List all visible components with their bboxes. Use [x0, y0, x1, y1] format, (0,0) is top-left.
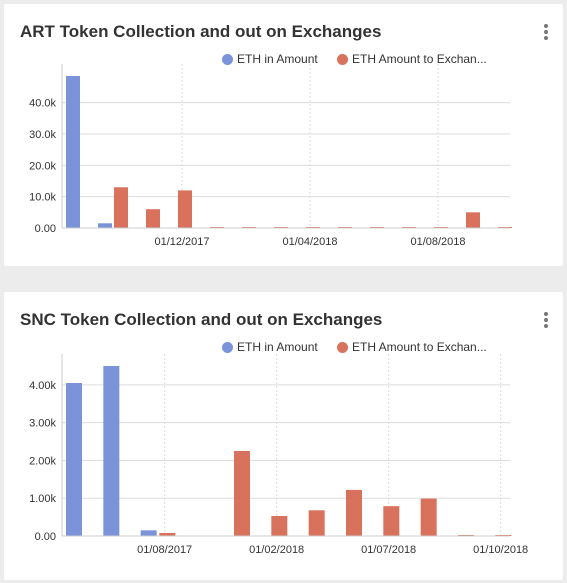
x-tick-label: 01/12/2017	[154, 236, 209, 248]
card-title: ART Token Collection and out on Exchange…	[20, 22, 382, 41]
y-tick-label: 0.00	[35, 223, 56, 235]
legend-label: ETH Amount to Exchan...	[352, 340, 487, 354]
chart-card-snc: SNC Token Collection and out on Exchange…	[4, 292, 563, 580]
legend-dot-icon	[337, 53, 348, 65]
legend-label: ETH in Amount	[237, 340, 318, 354]
legend-label: ETH Amount to Exchan...	[352, 52, 487, 66]
x-tick-label: 01/07/2018	[361, 544, 416, 556]
bar-eth-out	[420, 498, 437, 536]
bar-chart-snc: 0.00 1.00k 2.00k 3.00k 4.00k 01/08/2017 01/02/…	[29, 354, 528, 556]
bar-eth-out	[234, 451, 250, 536]
legend-item-eth-in[interactable]: ETH in Amount	[222, 52, 318, 66]
y-tick-label: 0.00	[35, 531, 56, 543]
bar-eth-out	[346, 489, 362, 536]
legend-item-eth-out[interactable]: ETH Amount to Exchan...	[337, 340, 487, 354]
legend-dot-icon	[222, 341, 233, 353]
bar-eth-out	[178, 190, 192, 228]
bar-eth-out	[308, 510, 325, 536]
chart-card-art: ART Token Collection and out on Exchange…	[4, 4, 563, 266]
bar-eth-out	[159, 532, 176, 536]
y-tick-label: 10.0k	[29, 192, 56, 204]
bar-eth-out	[383, 506, 400, 536]
bar-eth-out	[146, 209, 160, 228]
bar-eth-out	[466, 212, 480, 228]
legend-item-eth-in[interactable]: ETH in Amount	[222, 340, 318, 354]
card-title: SNC Token Collection and out on Exchange…	[20, 310, 383, 329]
x-tick-label: 01/04/2018	[282, 236, 337, 248]
x-tick-label: 01/08/2018	[410, 236, 465, 248]
x-tick-label: 01/08/2017	[137, 544, 192, 556]
y-tick-label: 4.00k	[29, 380, 56, 392]
y-tick-label: 1.00k	[29, 493, 56, 505]
y-tick-label: 3.00k	[29, 418, 56, 430]
bar-eth-in	[140, 530, 157, 536]
legend-dot-icon	[337, 341, 348, 353]
bar-chart-art: 0.00 10.0k 20.0k 30.0k 40.0k 01/12/2017 01/04/…	[29, 64, 512, 248]
bar-eth-in	[66, 76, 80, 228]
y-tick-label: 2.00k	[29, 455, 56, 467]
legend-dot-icon	[222, 53, 233, 65]
legend-item-eth-out[interactable]: ETH Amount to Exchan...	[337, 52, 487, 66]
bar-eth-out	[271, 515, 288, 536]
legend-label: ETH in Amount	[237, 52, 318, 66]
bar-eth-in	[98, 223, 112, 228]
y-tick-label: 20.0k	[29, 160, 56, 172]
bar-eth-in	[66, 383, 82, 536]
y-tick-label: 40.0k	[29, 98, 56, 110]
more-vertical-icon[interactable]	[543, 312, 549, 330]
bar-eth-in	[103, 366, 120, 536]
y-tick-label: 30.0k	[29, 129, 56, 141]
more-vertical-icon[interactable]	[543, 24, 549, 42]
bar-eth-out	[114, 187, 128, 228]
x-tick-label: 01/02/2018	[249, 544, 304, 556]
x-tick-label: 01/10/2018	[473, 544, 528, 556]
